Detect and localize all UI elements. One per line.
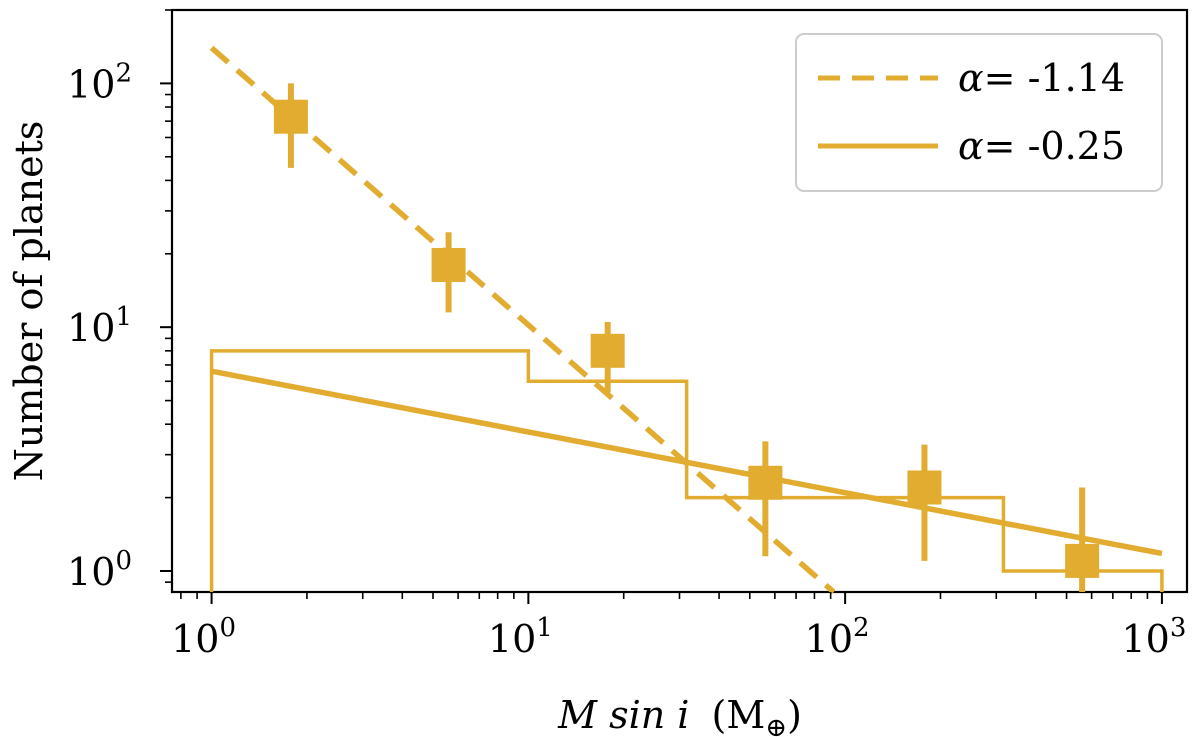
fit-line-dashed bbox=[209, 45, 836, 595]
y-axis-label: Number of planets bbox=[7, 121, 51, 482]
legend-alpha-value: = -1.14 bbox=[984, 56, 1125, 100]
fit-lines bbox=[209, 45, 1163, 595]
legend-alpha-symbol: α bbox=[958, 56, 984, 100]
x-axis-label-unit-close: ) bbox=[787, 693, 802, 737]
y-tick-label: 101 bbox=[67, 302, 132, 350]
point-marker bbox=[907, 470, 942, 505]
data-point bbox=[1065, 487, 1100, 592]
fit-line-solid bbox=[211, 368, 1163, 557]
data-point bbox=[748, 441, 783, 557]
legend-entry-steep: α= -1.14 bbox=[958, 56, 1125, 100]
point-marker bbox=[748, 465, 783, 500]
legend: α= -1.14 α= -0.25 bbox=[795, 33, 1163, 192]
x-axis-label-main: M sin i bbox=[557, 693, 689, 737]
x-ticks: 100 101 102 103 bbox=[171, 592, 1186, 661]
histogram-step bbox=[209, 349, 1164, 592]
x-axis-label: M sin i (M⊕) bbox=[557, 693, 802, 737]
point-marker bbox=[431, 247, 466, 282]
legend-entry-shallow: α= -0.25 bbox=[958, 124, 1125, 168]
data-point bbox=[907, 444, 942, 561]
y-tick-label: 102 bbox=[67, 58, 132, 106]
data-point bbox=[590, 322, 625, 393]
legend-box bbox=[795, 33, 1163, 192]
point-marker bbox=[273, 99, 308, 134]
x-tick-label: 103 bbox=[1121, 613, 1186, 661]
data-point bbox=[431, 232, 466, 313]
x-tick-label: 101 bbox=[488, 613, 553, 661]
point-marker bbox=[590, 333, 625, 368]
data-points bbox=[273, 83, 1100, 592]
x-tick-label: 100 bbox=[171, 613, 236, 661]
x-axis-label-unit: (M bbox=[712, 693, 766, 737]
y-ticks: 100 101 102 bbox=[67, 9, 172, 594]
legend-alpha-value: = -0.25 bbox=[984, 124, 1125, 168]
point-marker bbox=[1065, 543, 1100, 578]
x-axis-label-unit-sub: ⊕ bbox=[765, 713, 787, 737]
histogram bbox=[209, 349, 1164, 592]
legend-alpha-symbol: α bbox=[958, 124, 984, 168]
data-point bbox=[273, 83, 308, 168]
x-tick-label: 102 bbox=[805, 613, 870, 661]
y-tick-label: 100 bbox=[67, 546, 132, 594]
